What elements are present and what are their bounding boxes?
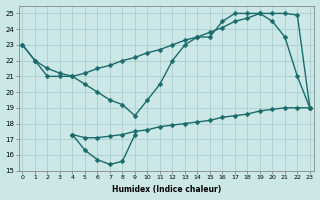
X-axis label: Humidex (Indice chaleur): Humidex (Indice chaleur) — [112, 185, 221, 194]
